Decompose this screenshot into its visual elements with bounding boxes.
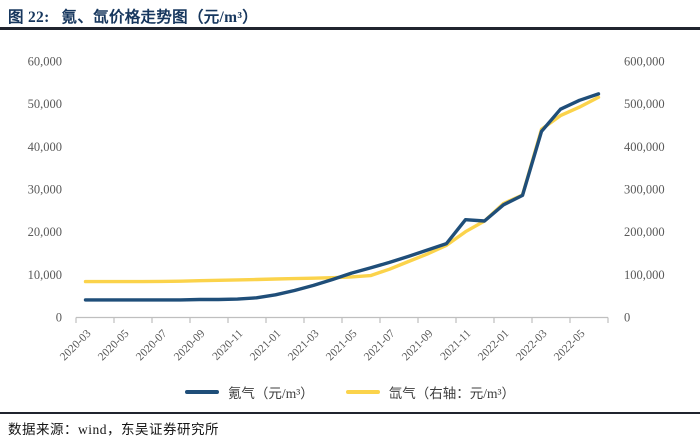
chart-legend: 氪气（元/m³） 氙气（右轴：元/m³） [0,382,700,402]
right-axis-tick-label: 500,000 [624,97,665,111]
x-axis-tick-label: 2022-01 [476,327,512,363]
x-axis-tick-label: 2020-03 [58,327,94,363]
x-axis-tick-label: 2021-11 [438,327,473,362]
right-axis-tick-label: 200,000 [624,225,665,239]
left-axis-tick-label: 40,000 [28,140,62,154]
legend-label-krypton: 氪气（元/m³） [227,386,314,401]
figure-title-text: 氪、氙价格走势图（元/m³） [61,9,259,26]
right-axis-tick-label: 300,000 [624,183,665,197]
xenon-price-line [83,95,601,284]
x-axis-tick-label: 2020-05 [96,327,132,363]
legend-item-xenon: 氙气（右轴：元/m³） [345,382,516,402]
figure-title: 图 22: 氪、氙价格走势图（元/m³） [8,5,258,27]
x-axis-tick-label: 2020-09 [172,327,208,363]
footer-divider [0,412,700,414]
x-axis-tick-label: 2021-09 [400,327,436,363]
x-axis-tick-label: 2021-07 [362,327,398,363]
x-axis-tick-label: 2022-03 [514,327,550,363]
left-axis-tick-label: 50,000 [28,97,62,111]
left-axis-tick-label: 30,000 [28,183,62,197]
x-axis-tick-label: 2020-07 [134,327,170,363]
xenon-line-swatch [345,390,380,394]
x-axis-tick-label: 2021-01 [248,327,284,363]
data-source: 数据来源：wind，东吴证券研究所 [8,422,219,437]
right-axis-tick-label: 100,000 [624,268,665,282]
x-axis-tick-label: 2021-05 [324,327,360,363]
krypton-price-line [83,92,601,302]
legend-label-xenon: 氙气（右轴：元/m³） [388,386,516,401]
right-axis-tick-label: 600,000 [624,55,665,69]
left-axis-tick-label: 60,000 [28,55,62,69]
price-trend-chart: 0 10,000 20,000 30,000 40,000 50,000 60,000 0 10… [28,55,665,364]
left-axis-tick-label: 0 [56,311,62,325]
legend-item-krypton: 氪气（元/m³） [184,382,314,402]
krypton-line-swatch [184,390,219,394]
x-axis-tick-label: 2021-03 [286,327,322,363]
title-divider [0,27,700,30]
left-axis-tick-label: 10,000 [28,268,62,282]
left-axis-tick-label: 20,000 [28,225,62,239]
right-axis-tick-label: 400,000 [624,140,665,154]
x-axis-tick-label: 2022-05 [552,327,588,363]
x-axis-tick-label: 2020-11 [210,327,245,362]
figure-number: 图 22: [8,9,50,26]
right-axis-tick-label: 0 [624,311,630,325]
